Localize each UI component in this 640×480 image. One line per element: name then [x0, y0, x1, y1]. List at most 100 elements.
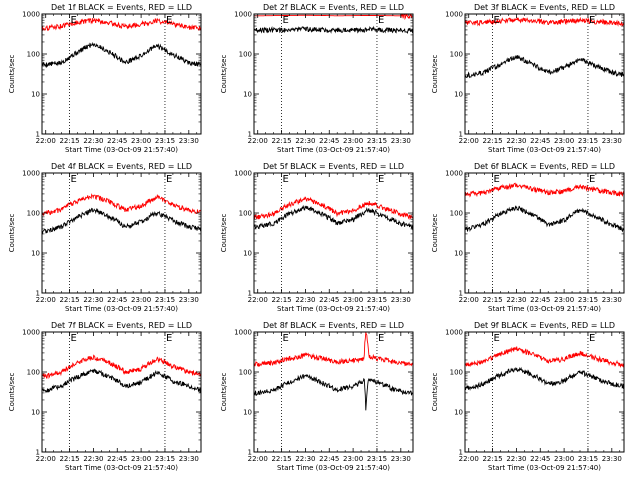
x-tick-label: 22:00 [459, 137, 479, 145]
y-tick-label: 10 [31, 91, 40, 99]
x-tick-label: 22:00 [36, 296, 56, 304]
x-tick-label: 22:15 [271, 296, 291, 304]
x-tick-label: 23:00 [131, 455, 151, 463]
series-lld-line [254, 196, 413, 221]
y-tick-label: 1000 [234, 11, 252, 19]
flag-label: E [378, 333, 384, 344]
y-tick-label: 100 [27, 210, 40, 218]
panel-title: Det 7f BLACK = Events, RED = LLD [51, 321, 192, 330]
flag-label: E [71, 174, 77, 185]
flag-label: E [589, 174, 595, 185]
x-tick-label: 22:45 [530, 137, 550, 145]
x-tick-label: 23:30 [602, 296, 622, 304]
y-tick-label: 10 [31, 250, 40, 258]
flag-label: E [71, 333, 77, 344]
y-tick-label: 1000 [22, 170, 40, 178]
plot-frame [253, 172, 414, 294]
x-tick-label: 23:00 [131, 137, 151, 145]
x-tick-label: 22:15 [482, 296, 502, 304]
plot-frame [41, 172, 202, 294]
panel-title: Det 3f BLACK = Events, RED = LLD [474, 3, 615, 12]
panel-title: Det 6f BLACK = Events, RED = LLD [474, 162, 615, 171]
y-tick-label: 1 [36, 131, 40, 139]
x-tick-label: 22:30 [506, 296, 526, 304]
panel-det-7: Det 7f BLACK = Events, RED = LLD E E 22:00 2… [8, 321, 202, 472]
x-tick-label: 22:30 [83, 296, 103, 304]
series-lld-line [465, 182, 624, 198]
x-tick-label: 22:15 [482, 455, 502, 463]
x-axis-label: Start Time (03-Oct-09 21:57:40) [488, 305, 601, 313]
series-lld-line [254, 14, 413, 21]
x-tick-label: 23:15 [578, 296, 598, 304]
y-tick-label: 100 [450, 369, 463, 377]
panel-title: Det 2f BLACK = Events, RED = LLD [263, 3, 404, 12]
y-tick-label: 1 [459, 131, 463, 139]
series-events-line [254, 373, 413, 411]
y-tick-label: 1 [248, 290, 252, 298]
y-tick-label: 100 [239, 51, 252, 59]
panel-title: Det 8f BLACK = Events, RED = LLD [263, 321, 404, 330]
y-tick-label: 100 [27, 51, 40, 59]
flag-label: E [589, 333, 595, 344]
y-tick-label: 10 [454, 250, 463, 258]
x-axis-label: Start Time (03-Oct-09 21:57:40) [488, 146, 601, 154]
y-tick-label: 1 [459, 449, 463, 457]
x-tick-label: 22:30 [506, 137, 526, 145]
y-tick-label: 10 [243, 250, 252, 258]
x-tick-label: 22:15 [59, 137, 79, 145]
y-tick-label: 1000 [22, 11, 40, 19]
y-tick-label: 1000 [234, 329, 252, 337]
series-lld-line [465, 346, 624, 369]
flag-label: E [494, 333, 500, 344]
x-tick-label: 23:30 [602, 455, 622, 463]
x-tick-label: 22:00 [36, 455, 56, 463]
x-tick-label: 23:15 [367, 455, 387, 463]
panel-title: Det 1f BLACK = Events, RED = LLD [51, 3, 192, 12]
x-tick-label: 23:00 [554, 455, 574, 463]
x-tick-label: 23:15 [155, 455, 175, 463]
x-tick-label: 22:45 [319, 137, 339, 145]
plot-frame [41, 13, 202, 135]
y-tick-label: 100 [27, 369, 40, 377]
plot-frame [464, 13, 625, 135]
flag-label: E [378, 174, 384, 185]
x-tick-label: 23:00 [343, 137, 363, 145]
x-tick-label: 22:30 [295, 296, 315, 304]
x-tick-label: 22:15 [59, 296, 79, 304]
flag-label: E [494, 15, 500, 26]
panel-title: Det 4f BLACK = Events, RED = LLD [51, 162, 192, 171]
x-tick-label: 23:15 [367, 296, 387, 304]
x-axis-label: Start Time (03-Oct-09 21:57:40) [277, 464, 390, 472]
y-tick-label: 1000 [445, 11, 463, 19]
series-events-line [254, 204, 413, 231]
x-tick-label: 22:45 [530, 296, 550, 304]
y-tick-label: 1 [36, 449, 40, 457]
x-tick-label: 23:30 [179, 455, 199, 463]
plot-frame [41, 331, 202, 453]
x-tick-label: 22:45 [107, 137, 127, 145]
x-tick-label: 22:00 [36, 137, 56, 145]
series-lld-line [42, 17, 201, 32]
flag-label: E [71, 15, 77, 26]
x-tick-label: 22:15 [482, 137, 502, 145]
x-tick-label: 22:45 [107, 296, 127, 304]
y-tick-label: 1000 [445, 329, 463, 337]
x-axis-label: Start Time (03-Oct-09 21:57:40) [277, 146, 390, 154]
y-tick-label: 10 [31, 409, 40, 417]
x-tick-label: 22:00 [248, 137, 268, 145]
x-tick-label: 22:30 [83, 137, 103, 145]
x-tick-label: 22:00 [248, 296, 268, 304]
y-axis-label: Counts/sec [8, 55, 16, 94]
y-tick-label: 1 [36, 290, 40, 298]
x-axis-label: Start Time (03-Oct-09 21:57:40) [65, 464, 178, 472]
plot-frame [464, 172, 625, 294]
flag-label: E [166, 333, 172, 344]
x-tick-label: 23:30 [179, 137, 199, 145]
x-tick-label: 22:30 [506, 455, 526, 463]
y-axis-label: Counts/sec [220, 373, 228, 412]
